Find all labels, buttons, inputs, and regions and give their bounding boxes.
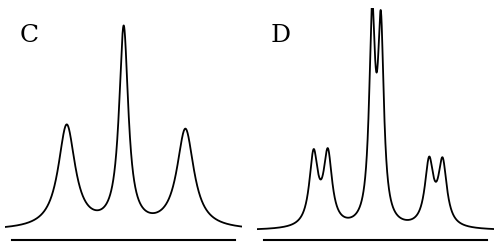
Text: D: D <box>271 24 291 47</box>
Text: C: C <box>19 24 38 47</box>
